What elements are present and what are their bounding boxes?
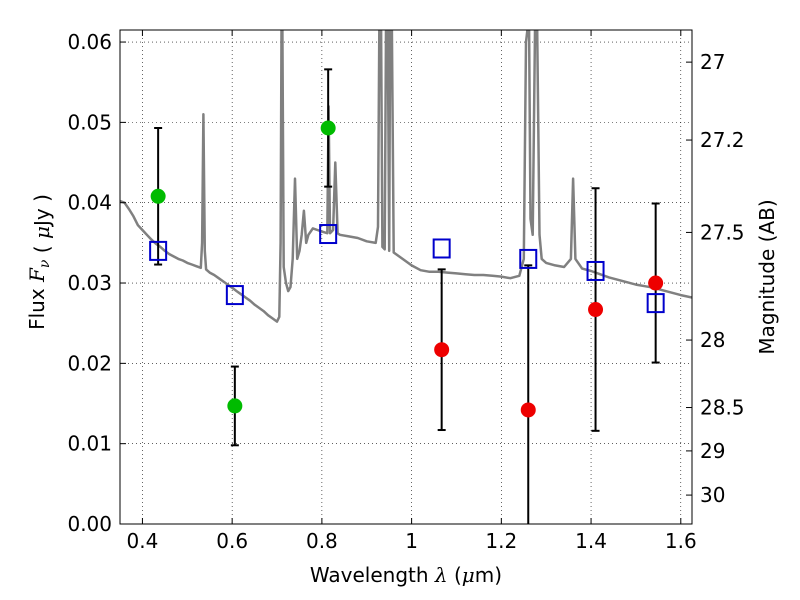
y2-tick-label: 30 (700, 483, 725, 507)
y-tick-label: 0.03 (67, 271, 112, 295)
model-box (519, 248, 538, 269)
x-tick-label: 0.4 (127, 529, 159, 553)
model-spectrum (120, 30, 692, 323)
y2-tick-label: 27.2 (700, 128, 745, 152)
model-box (149, 240, 168, 261)
x-tick-label: 1.4 (575, 529, 607, 553)
observed-point (320, 120, 336, 136)
x-tick-label: 1 (405, 529, 418, 553)
model-box (432, 238, 451, 259)
model-box (225, 285, 244, 306)
model-box (319, 224, 338, 245)
observed-point (150, 188, 166, 204)
model-box (646, 293, 665, 314)
model-box (586, 260, 605, 281)
y-tick-label: 0.06 (67, 30, 112, 54)
y2-tick-label: 27.5 (700, 220, 745, 244)
observed-point (588, 302, 604, 318)
axis-ticks: 0.4 0.6 0.8 1 1.2 1.4 1.6 0.00 0.01 0.02 0.03 0.04 0… (67, 30, 745, 553)
y-tick-label: 0.04 (67, 191, 112, 215)
x-axis-label: Wavelength λ (μm) (310, 563, 502, 587)
y-axis-label: Flux Fν ( μJy ) (25, 194, 54, 330)
y2-tick-label: 27 (700, 50, 725, 74)
observed-point (434, 342, 450, 358)
y-tick-label: 0.02 (67, 351, 112, 375)
x-tick-label: 0.8 (306, 529, 338, 553)
y2-axis-label: Magnitude (AB) (755, 199, 779, 354)
observed-point (520, 402, 536, 418)
observed-point (227, 398, 243, 414)
y-tick-label: 0.05 (67, 110, 112, 134)
y-tick-label: 0.00 (67, 512, 112, 536)
spectrum-line (120, 30, 692, 323)
x-tick-label: 0.6 (216, 529, 248, 553)
y2-tick-label: 28.5 (700, 396, 745, 420)
y2-tick-label: 29 (700, 439, 725, 463)
observed-photometry-points (150, 120, 664, 418)
x-tick-label: 1.6 (665, 529, 697, 553)
y2-tick-label: 28 (700, 328, 725, 352)
x-tick-label: 1.2 (485, 529, 517, 553)
plot-frame (119, 29, 693, 525)
y-tick-label: 0.01 (67, 432, 112, 456)
model-photometry-boxes (149, 224, 665, 314)
observed-point (648, 275, 664, 291)
